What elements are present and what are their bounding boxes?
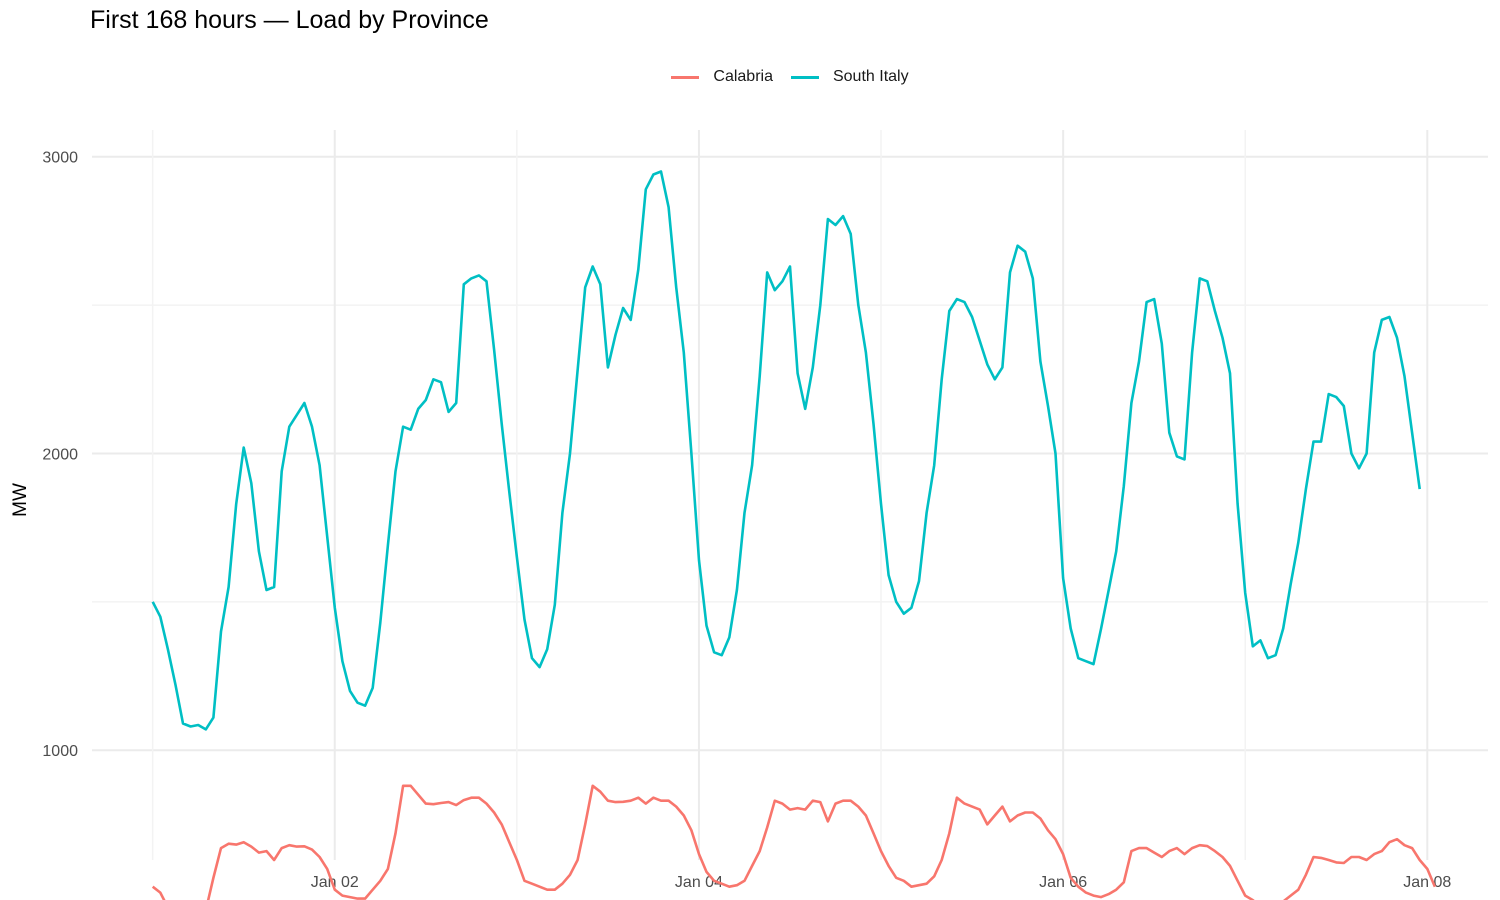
y-tick-label: 2000 bbox=[42, 446, 78, 463]
series-lines bbox=[151, 170, 1437, 900]
legend-swatch-calabria bbox=[671, 75, 700, 79]
legend-label-south-italy: South Italy bbox=[832, 68, 909, 85]
legend-item-south-italy: South Italy bbox=[790, 68, 909, 86]
x-tick-label: Jan 08 bbox=[1403, 874, 1451, 891]
series-line-south-italy bbox=[151, 170, 1421, 731]
chart-title: First 168 hours — Load by Province bbox=[90, 6, 489, 34]
x-tick-label: Jan 02 bbox=[311, 874, 359, 891]
y-tick-label: 3000 bbox=[42, 150, 78, 167]
grid-lines bbox=[92, 130, 1488, 860]
y-axis-title: MW bbox=[10, 483, 31, 517]
legend-item-calabria: Calabria bbox=[671, 68, 773, 86]
y-axis-ticks: 1000 2000 3000 bbox=[42, 150, 78, 760]
x-axis-ticks: Jan 02 Jan 04 Jan 06 Jan 08 bbox=[311, 874, 1452, 891]
legend: Calabria South Italy bbox=[0, 68, 1500, 86]
legend-swatch-south-italy bbox=[790, 75, 819, 79]
x-tick-label: Jan 06 bbox=[1039, 874, 1087, 891]
y-tick-label: 1000 bbox=[42, 743, 78, 760]
legend-label-calabria: Calabria bbox=[713, 68, 773, 85]
series-line-calabria bbox=[151, 784, 1437, 900]
